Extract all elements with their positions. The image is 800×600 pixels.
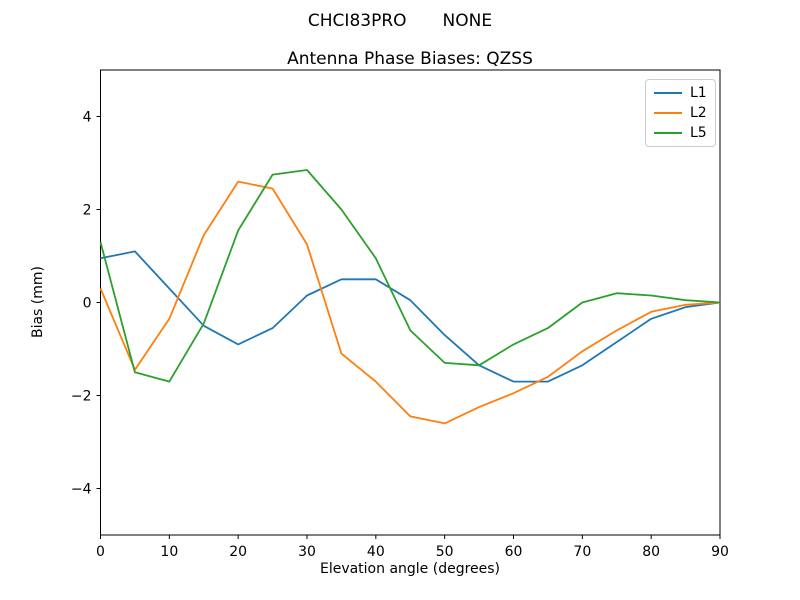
axes-frame [100,69,721,536]
series-line-l1 [100,250,721,383]
series-line-l2 [99,180,721,425]
y-tick-label: 4 [83,110,92,126]
y-tick-label: −2 [71,389,92,405]
x-tick-label: 60 [505,544,523,560]
y-tick-label: 0 [83,296,92,312]
legend-entry-l5: L5 [654,126,707,140]
legend-label: L5 [690,125,707,141]
series-line-l5 [99,169,721,383]
x-tick-label: 20 [229,544,247,560]
legend-entry-l2: L2 [654,106,707,120]
suptitle-station: CHCI83PRO [307,11,407,31]
legend-line-swatch [654,112,682,114]
y-tick-label: −4 [71,482,92,498]
legend-label: L2 [690,105,707,121]
x-tick-label: 50 [436,544,454,560]
legend-entry-l1: L1 [654,86,707,100]
figure-suptitle: CHCI83PRO NONE [0,12,800,31]
x-tick-label: 0 [96,544,105,560]
legend-line-swatch [654,132,682,134]
chart-title: Antenna Phase Biases: QZSS [287,49,533,69]
suptitle-mode: NONE [442,11,493,31]
x-tick-label: 90 [711,544,729,560]
x-tick-label: 10 [160,544,178,560]
legend: L1 L2 L5 [645,79,716,147]
y-axis-label: Bias (mm) [30,265,46,339]
legend-label: L1 [690,85,707,101]
x-axis-label: Elevation angle (degrees) [319,561,501,577]
x-tick-label: 70 [573,544,591,560]
x-tick-label: 80 [642,544,660,560]
x-tick-label: 40 [367,544,385,560]
x-tick-label: 30 [298,544,316,560]
legend-line-swatch [654,92,682,94]
y-tick-label: 2 [83,203,92,219]
